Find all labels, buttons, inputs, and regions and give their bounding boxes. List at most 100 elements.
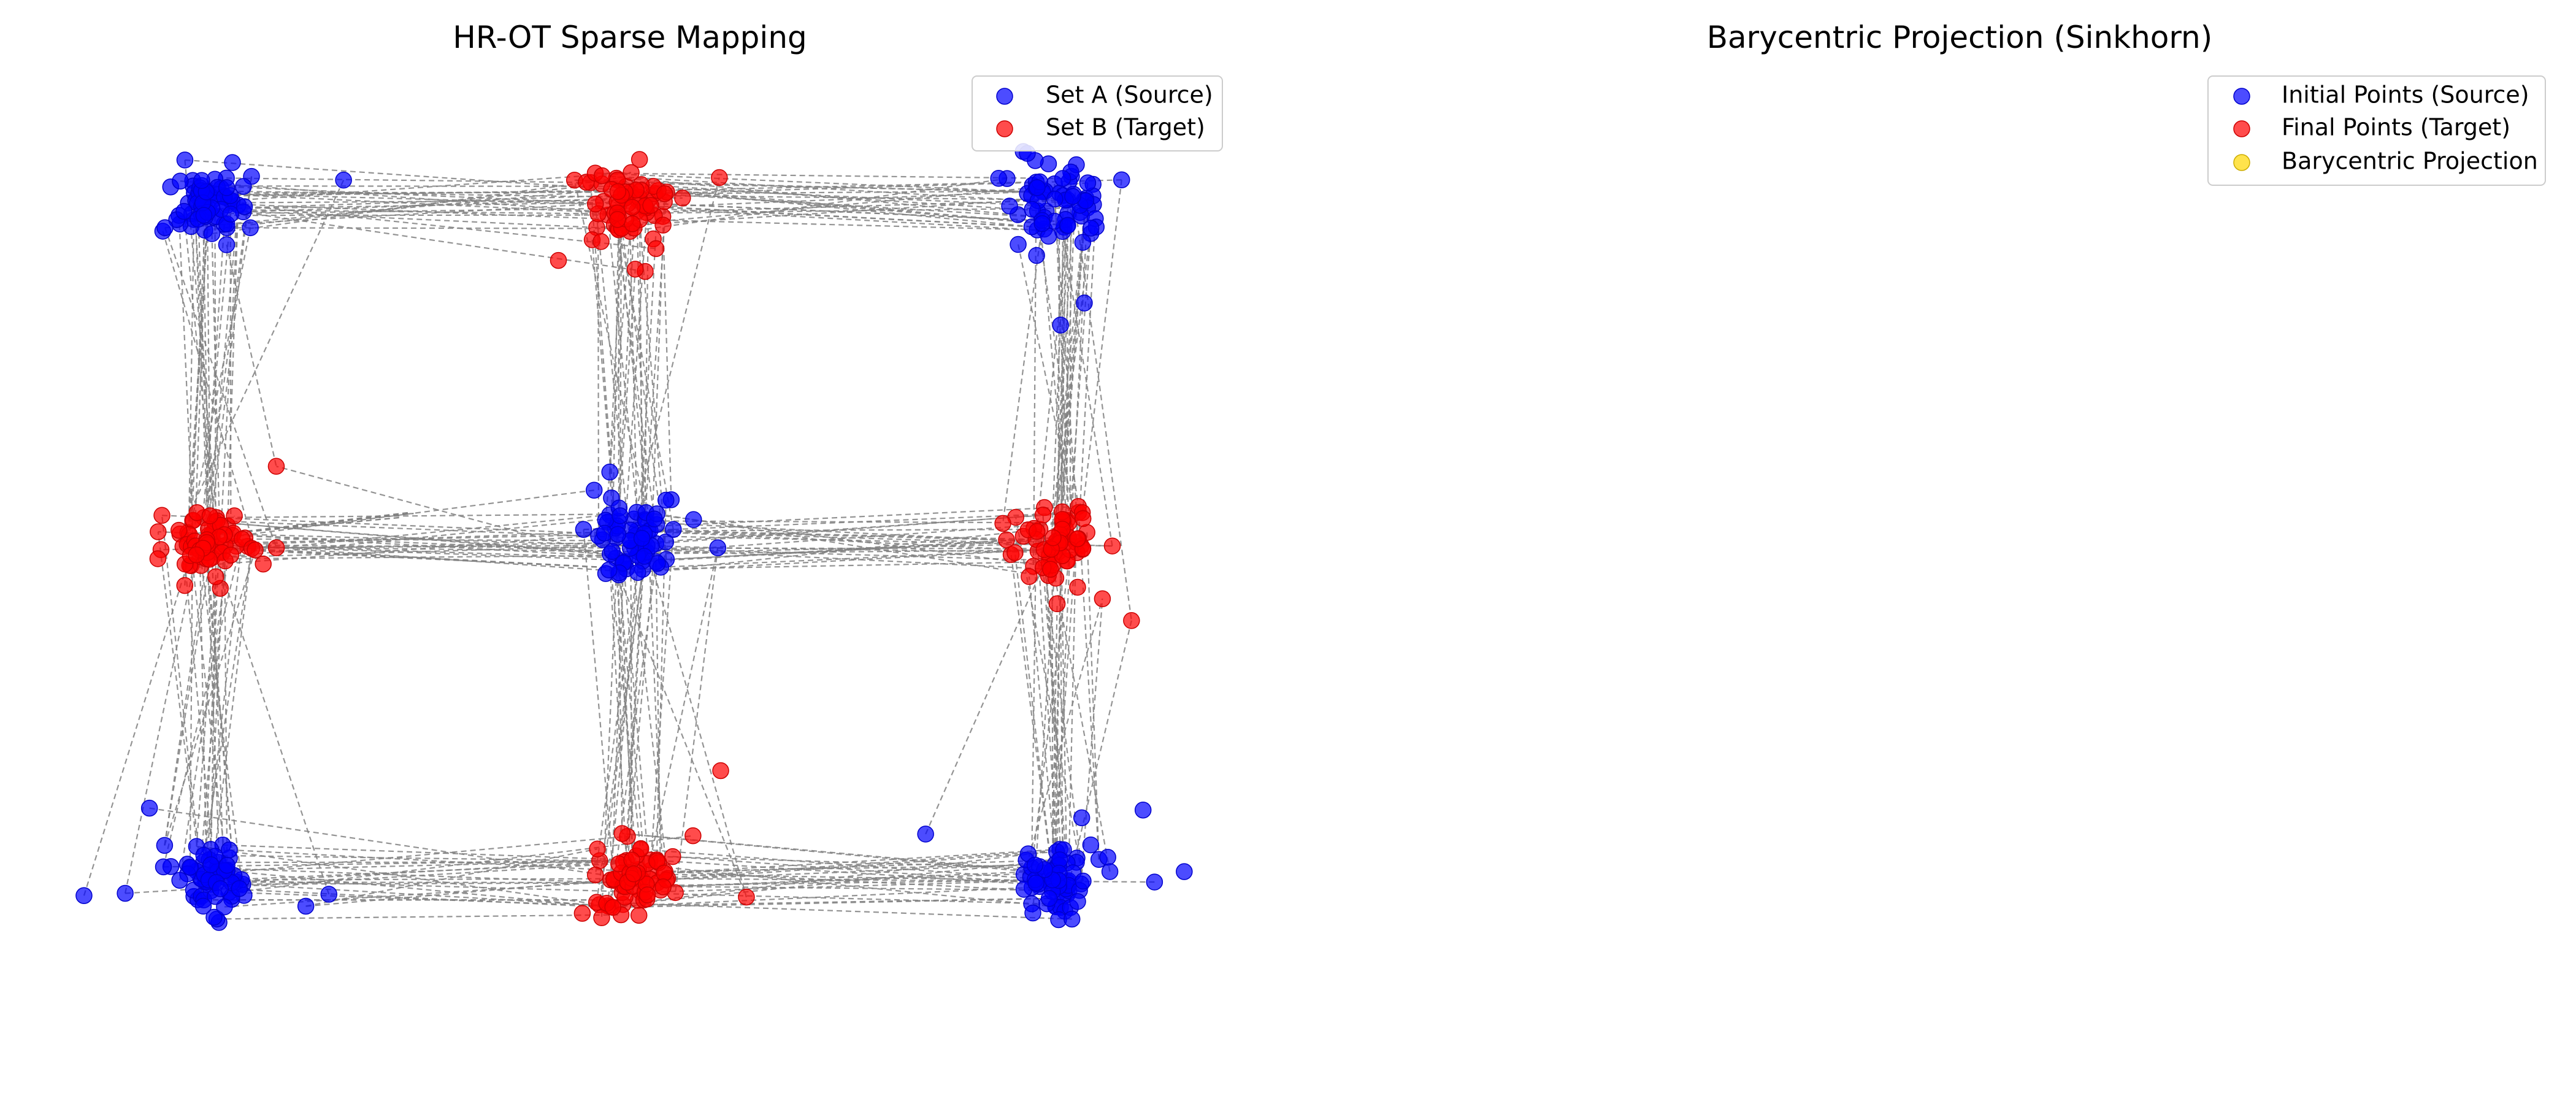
target-point — [1074, 510, 1092, 527]
transport-link — [209, 194, 622, 210]
transport-link — [1081, 180, 1122, 513]
transport-link — [215, 879, 645, 893]
transport-link — [583, 529, 615, 880]
source-point — [182, 859, 199, 876]
source-point — [1075, 872, 1092, 890]
transport-link — [607, 552, 640, 907]
transport-link — [613, 897, 1049, 908]
chart-title: HR-OT Sparse Mapping — [453, 20, 807, 55]
transport-link — [1078, 506, 1100, 860]
transport-link — [163, 539, 243, 867]
target-point — [609, 211, 626, 228]
transport-link — [199, 192, 615, 214]
transport-link — [1067, 228, 1092, 537]
transport-link — [597, 213, 600, 537]
source-point — [218, 179, 236, 196]
target-point — [550, 251, 567, 269]
source-point — [1024, 904, 1041, 922]
transport-link — [645, 190, 1046, 209]
transport-link — [647, 531, 664, 887]
legend-frame — [972, 75, 1223, 151]
target-point — [1123, 612, 1140, 629]
source-point — [1040, 890, 1058, 907]
target-point — [711, 169, 728, 186]
transport-link — [624, 851, 1057, 884]
transport-link — [1032, 541, 1057, 913]
source-point — [176, 151, 194, 169]
transport-link — [609, 553, 747, 897]
transport-link — [623, 885, 1080, 891]
transport-link — [192, 180, 215, 529]
source-point — [1052, 316, 1069, 334]
transport-link — [634, 547, 1068, 562]
transport-link — [164, 552, 209, 846]
transport-link — [1080, 599, 1103, 884]
transport-link — [630, 547, 1051, 570]
transport-link — [183, 211, 216, 523]
target-point — [589, 840, 606, 857]
transport-link — [1036, 187, 1068, 521]
source-point — [221, 841, 238, 859]
source-point — [629, 564, 646, 581]
source-point — [665, 521, 682, 538]
transport-link — [204, 835, 628, 876]
transport-link — [178, 215, 194, 521]
transport-link — [643, 200, 650, 557]
transport-link — [210, 882, 657, 885]
transport-link — [1060, 537, 1068, 895]
source-point — [1063, 910, 1081, 928]
transport-link — [657, 190, 1032, 228]
transport-link — [634, 873, 1083, 882]
transport-link — [664, 859, 1060, 874]
transport-link — [1051, 227, 1065, 550]
source-point — [117, 884, 134, 902]
transport-link — [206, 861, 657, 882]
transport-link — [610, 562, 624, 907]
transport-link — [186, 228, 251, 545]
legend-frame — [2207, 75, 2546, 186]
transport-link — [1018, 244, 1082, 546]
transport-link — [672, 856, 1037, 884]
transport-link — [645, 879, 1053, 893]
transport-link — [666, 191, 1068, 226]
transport-link — [158, 531, 640, 553]
transport-link — [605, 207, 633, 521]
legend-label-target: Final Points (Target) — [2282, 114, 2510, 141]
transport-link — [161, 515, 203, 880]
legend-label-source: Initial Points (Source) — [2282, 82, 2529, 109]
transport-link — [218, 861, 624, 864]
transport-link — [210, 577, 217, 865]
legend: Set A (Source) Set B (Target) — [972, 75, 1223, 151]
source-point — [236, 198, 253, 215]
source-point — [175, 202, 193, 220]
source-point — [235, 178, 252, 195]
source-point — [1069, 893, 1086, 910]
source-point — [1001, 197, 1018, 215]
transport-link — [623, 879, 1053, 887]
transport-link — [206, 552, 235, 876]
target-point — [624, 199, 641, 216]
target-point — [587, 195, 604, 213]
transport-link — [649, 529, 674, 880]
target-point — [647, 240, 665, 258]
source-point — [1026, 856, 1044, 874]
legend-marker-source — [2233, 88, 2250, 105]
target-point — [738, 888, 755, 906]
transport-link — [164, 203, 596, 229]
target-point — [642, 197, 659, 214]
target-point — [654, 217, 672, 234]
transport-link — [212, 177, 617, 235]
target-point — [1042, 561, 1059, 578]
scatter-points — [75, 143, 1193, 931]
transport-link — [305, 879, 611, 907]
source-point — [1101, 863, 1119, 880]
source-point — [1134, 801, 1152, 819]
transport-link — [217, 520, 642, 539]
transport-link — [210, 512, 412, 536]
transport-link — [193, 193, 210, 559]
transport-link — [210, 548, 253, 884]
transport-link — [614, 213, 655, 519]
transport-link — [630, 178, 1008, 232]
source-point — [649, 554, 666, 572]
